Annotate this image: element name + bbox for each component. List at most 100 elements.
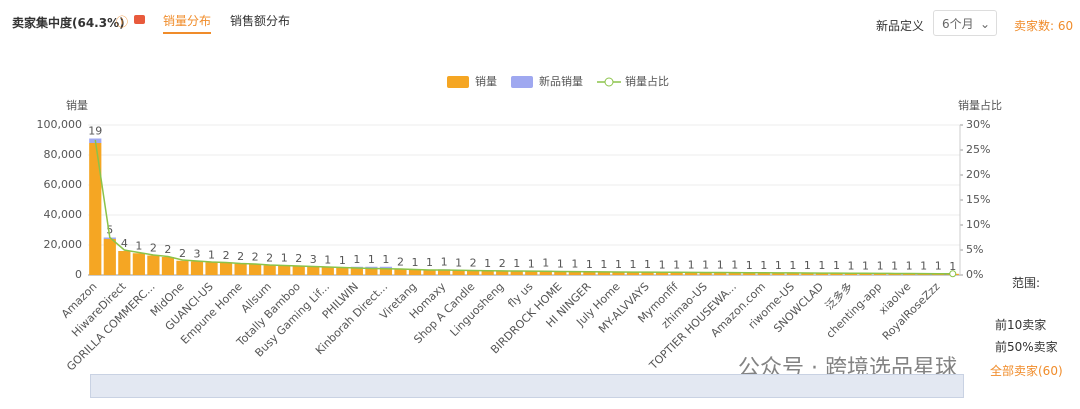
- bar-label: 1: [600, 258, 607, 271]
- bar: [859, 273, 872, 275]
- bar-label: 1: [324, 254, 331, 267]
- bar-label: 2: [295, 252, 302, 265]
- legend-label: 销量: [475, 74, 497, 88]
- bar: [263, 265, 276, 275]
- zoom-slider[interactable]: [90, 374, 964, 398]
- bar: [685, 272, 698, 275]
- bar: [336, 267, 349, 275]
- bar: [830, 273, 843, 275]
- bar: [757, 272, 770, 275]
- bar-label: 2: [164, 243, 171, 256]
- bar-label: 1: [833, 259, 840, 272]
- bar-label: 1: [731, 259, 738, 272]
- bar: [408, 269, 422, 275]
- bar: [118, 251, 131, 275]
- bar: [612, 272, 625, 275]
- bar-label: 1: [935, 260, 942, 273]
- bar-label: 1: [920, 260, 927, 273]
- bar-label: 1: [382, 253, 389, 266]
- bar: [554, 271, 567, 275]
- bar-label: 2: [237, 250, 244, 263]
- bar: [147, 255, 160, 275]
- bar: [234, 263, 247, 275]
- tab-active[interactable]: 销量分布: [163, 12, 212, 34]
- range-option[interactable]: 前50%卖家: [995, 340, 1058, 354]
- bar-label: 1: [412, 256, 419, 269]
- bar: [278, 265, 291, 275]
- y2-axis-title: 销量占比: [958, 98, 1002, 112]
- y-tick-label: 60,000: [44, 178, 83, 191]
- bar-label: 1: [353, 253, 360, 266]
- bar: [568, 271, 581, 275]
- bar-label: 1: [557, 258, 564, 271]
- bar: [205, 262, 218, 275]
- bar: [772, 272, 785, 275]
- seller-count: 卖家数: 60: [1014, 19, 1074, 33]
- bar-label: 2: [223, 249, 230, 262]
- bar-label: 1: [630, 258, 637, 271]
- legend-marker: [604, 77, 614, 87]
- bar-label: 1: [862, 259, 869, 272]
- bar-label: 2: [397, 255, 404, 268]
- bar: [321, 267, 334, 275]
- bar-label: 2: [470, 257, 477, 270]
- y-tick-label: 100,000: [37, 118, 83, 131]
- bar: [161, 257, 175, 275]
- legend-label: 销量占比: [625, 74, 669, 88]
- bar-label: 1: [339, 254, 346, 267]
- bar-label: 3: [194, 248, 201, 261]
- bar: [597, 272, 611, 275]
- bar-label: 1: [702, 259, 709, 272]
- bar: [844, 273, 858, 275]
- y-axis-title: 销量: [66, 98, 88, 112]
- bar-label: 1: [746, 259, 753, 272]
- bar-label: 2: [150, 242, 157, 255]
- bar-label: 1: [877, 259, 884, 272]
- y2-tick-label: 10%: [966, 218, 990, 231]
- bar: [801, 273, 814, 275]
- bar-label: 1: [484, 257, 491, 270]
- bar-label: 1: [615, 258, 622, 271]
- range-option[interactable]: 前10卖家: [995, 318, 1047, 332]
- y-tick-label: 80,000: [44, 148, 83, 161]
- bar-label: 1: [208, 248, 215, 261]
- range-option[interactable]: 全部卖家(60): [990, 364, 1063, 378]
- bar-label: 1: [571, 258, 578, 271]
- bar: [888, 273, 901, 275]
- bar-label: 1: [368, 253, 375, 266]
- range-title: 范围:: [1012, 276, 1041, 290]
- bar-label: 2: [266, 251, 273, 264]
- bar-label: 1: [688, 258, 695, 271]
- bar: [394, 269, 407, 275]
- select[interactable]: 6个月 ⌄: [933, 10, 997, 36]
- bar: [379, 266, 393, 269]
- bar-label: 1: [775, 259, 782, 272]
- bar: [467, 270, 480, 275]
- bar: [510, 271, 523, 275]
- y2-tick-label: 30%: [966, 118, 990, 131]
- bar-label: 1: [135, 239, 142, 252]
- bar-label: 1: [441, 255, 448, 268]
- bar: [132, 253, 145, 275]
- bar-label: 1: [426, 256, 433, 269]
- bar: [699, 272, 712, 275]
- help-icon[interactable]: ⓘ: [116, 15, 129, 29]
- bar-label: 1: [542, 257, 549, 270]
- bar-label: 1: [673, 258, 680, 271]
- share-end-marker: [949, 270, 957, 278]
- bar: [350, 268, 363, 275]
- bar: [539, 271, 552, 275]
- bar-label: 1: [760, 259, 767, 272]
- bar-label: 2: [499, 257, 506, 270]
- bar: [249, 264, 262, 275]
- bar-label: 1: [528, 257, 535, 270]
- tab[interactable]: 销售额分布: [230, 14, 291, 28]
- bar: [190, 261, 204, 275]
- bar: [815, 273, 829, 275]
- video-icon[interactable]: [134, 15, 145, 24]
- bar: [89, 143, 102, 275]
- legend-label: 新品销量: [539, 74, 583, 88]
- bar: [423, 270, 436, 275]
- bar-label: 1: [717, 259, 724, 272]
